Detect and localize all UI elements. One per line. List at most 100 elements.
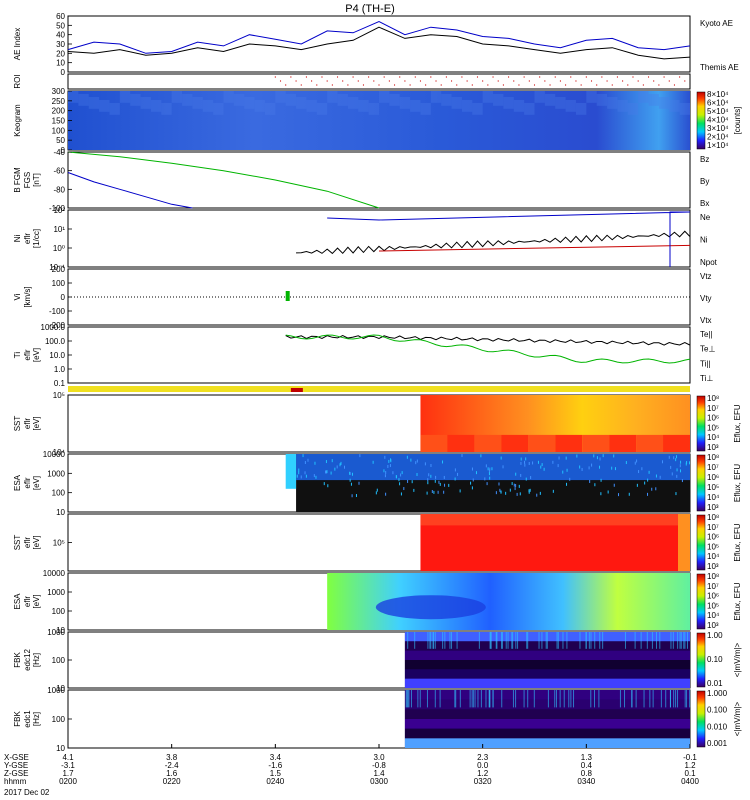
fbk-burst — [407, 690, 408, 707]
fbk-burst — [475, 690, 476, 707]
ytick-fbk2: 1000 — [47, 686, 65, 695]
keogram-streak — [317, 103, 327, 115]
roi-dot — [306, 76, 307, 77]
fbk-burst — [649, 690, 650, 707]
keogram-streak — [192, 97, 202, 109]
panel-frame-ae — [68, 16, 690, 72]
fbk-burst — [686, 690, 687, 707]
keogram-streak — [358, 100, 368, 112]
roi-dot — [498, 80, 499, 81]
ylabel-sub-fbk1: edc12 — [23, 649, 32, 671]
esa-electron-pixel — [530, 489, 531, 492]
ylabel-fbk1: FBK — [13, 652, 22, 668]
roi-dot — [275, 76, 276, 77]
esa-electron-pixel — [470, 482, 471, 485]
colorbar-tick-esa_i: 10⁷ — [707, 582, 719, 591]
ylabel-temp: Ti — [13, 352, 22, 359]
colorbar-tick-fbk2: 0.001 — [707, 739, 728, 748]
roi-dot — [679, 76, 680, 77]
esa-electron-pixel — [530, 476, 531, 479]
esa-electron-pixel — [438, 491, 439, 494]
esa-electron-pixel — [425, 462, 426, 465]
esa-electron-pixel — [340, 462, 341, 465]
roi-dot — [612, 84, 613, 85]
fbk-burst — [547, 632, 548, 649]
roi-dot — [347, 84, 348, 85]
keogram-streak — [420, 103, 430, 115]
esa-electron-pixel — [438, 481, 439, 484]
ytick-density: 10¹ — [53, 225, 65, 234]
ylabel-density: Ni — [13, 235, 22, 243]
esa-electron-pixel — [500, 491, 501, 494]
legend-temp: Ti|| — [700, 359, 711, 368]
fbk-burst — [539, 632, 540, 649]
esa-electron-pixel — [489, 477, 490, 480]
colorbar-tick-fbk1: 0.01 — [707, 679, 723, 688]
keogram-streak — [306, 100, 316, 112]
keogram-streak — [265, 103, 275, 115]
esa-electron-pixel — [407, 480, 408, 483]
fbk-burst — [526, 632, 527, 649]
keogram-streak — [649, 94, 659, 106]
colorbar-fbk2 — [697, 691, 705, 747]
roi-dot — [378, 84, 379, 85]
esa-electron-pixel — [600, 492, 601, 495]
ylabel-sub-bfgm: FGS — [23, 172, 32, 188]
roi-dot — [415, 76, 416, 77]
fbk-burst — [493, 690, 494, 707]
esa-electron-pixel — [601, 479, 602, 482]
ylabel-sub-sst_e: eflr — [23, 418, 32, 429]
roi-dot — [404, 80, 405, 81]
xaxis-tick: 0240 — [266, 777, 284, 786]
velocity-spike — [286, 291, 290, 301]
colorbar-unit-keogram: [counts] — [733, 106, 742, 134]
fbk-burst — [407, 690, 408, 707]
keogram-streak — [597, 94, 607, 106]
fbk-burst — [570, 690, 571, 707]
esa-electron-pixel — [444, 476, 445, 479]
roi-dot — [622, 80, 623, 81]
colorbar-tick-keogram: 1×10⁴ — [707, 141, 729, 150]
fbk-burst — [515, 690, 516, 707]
ytick-velocity: 0 — [61, 293, 66, 302]
roi-dot — [503, 84, 504, 85]
fbk-burst — [435, 690, 436, 707]
esa-electron-pixel — [593, 454, 594, 457]
esa-electron-pixel — [626, 461, 627, 464]
esa-electron-pixel — [491, 467, 492, 470]
roi-dot — [394, 84, 395, 85]
roi-dot — [575, 80, 576, 81]
fbk-burst — [684, 632, 685, 649]
fbk-burst — [506, 632, 507, 649]
roi-dot — [363, 84, 364, 85]
ytick-velocity: 200 — [52, 265, 66, 274]
legend-temp: Ti⊥ — [700, 374, 713, 383]
ytick-ae: 20 — [56, 49, 65, 58]
keogram-streak — [617, 100, 627, 112]
plot-canvas: P4 (TH-E) AE Index0102030405060Kyoto AET… — [0, 0, 750, 800]
colorbar-tick-sst_i: 10⁵ — [707, 542, 719, 551]
roi-dot — [492, 76, 493, 77]
esa-electron-pixel — [675, 492, 676, 495]
ytick-esa_e: 1000 — [47, 469, 65, 478]
ytick-sst_i: 10⁵ — [53, 539, 65, 548]
esa-electron-pixel — [680, 469, 681, 472]
keogram-streak — [99, 100, 109, 112]
fbk-burst — [430, 632, 431, 649]
colorbar-esa_i — [697, 574, 705, 629]
x-axis: X-GSE 4.1 3.8 3.4 3.0 2.3 1.3 -0.1Y-GSE -3.1 -2.4… — [4, 744, 699, 797]
ylabel-esa_i: ESA — [13, 593, 22, 610]
roi-dot — [342, 80, 343, 81]
esa-electron-pixel — [486, 464, 487, 467]
esa-electron-pixel — [444, 484, 445, 487]
fbk-burst — [556, 690, 557, 707]
keogram-streak — [400, 97, 410, 109]
fbk-burst — [564, 690, 565, 707]
roi-dot — [487, 84, 488, 85]
legend-ae: Themis AE — [700, 63, 739, 72]
esa-electron-pixel — [396, 475, 397, 478]
ylabel-sub-esa_i: eflr — [23, 596, 32, 607]
esa-electron-pixel — [611, 467, 612, 470]
fbk-band — [405, 738, 690, 748]
esa-electron-pixel — [614, 484, 615, 487]
